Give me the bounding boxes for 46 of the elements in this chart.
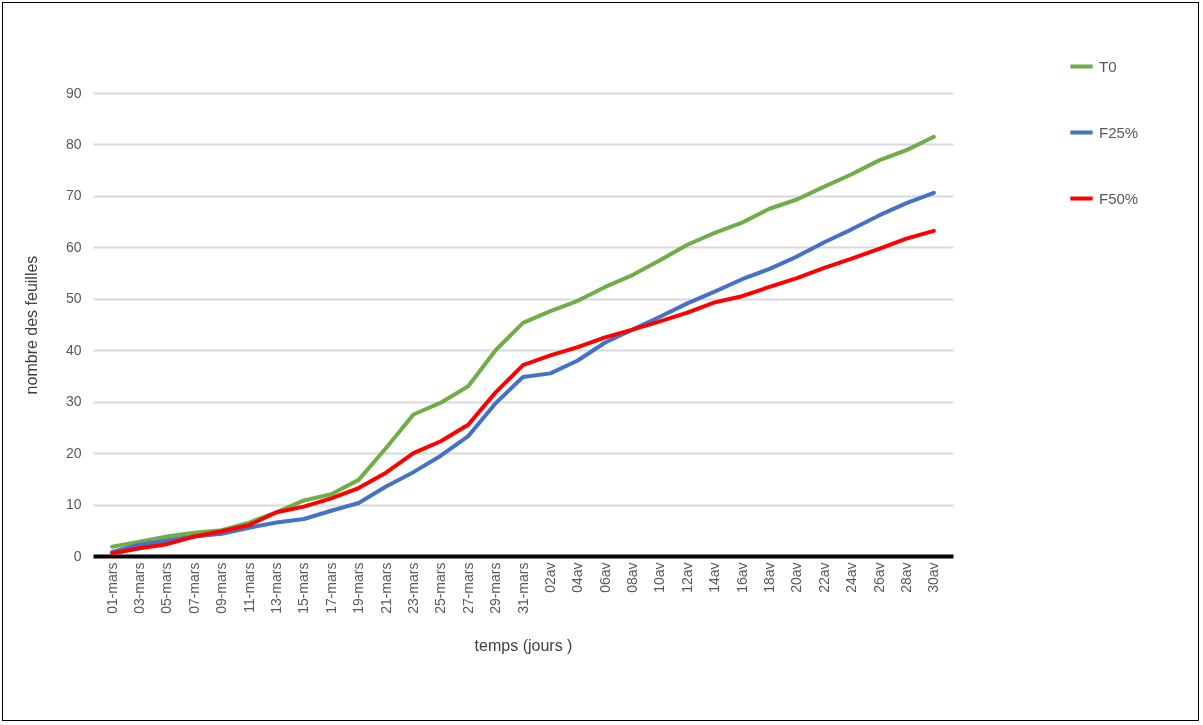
- x-tick-label: 10av: [651, 562, 668, 593]
- x-tick-label: 18av: [761, 562, 777, 593]
- x-tick-label: 20av: [788, 562, 805, 593]
- x-tick-label: 04av: [569, 562, 586, 593]
- x-tick-label: 07-mars: [185, 562, 202, 614]
- x-tick-label: 08av: [624, 562, 641, 593]
- y-tick-label: 30: [65, 393, 82, 410]
- y-tick-label: 60: [65, 238, 82, 255]
- x-tick-label: 03-mars: [131, 562, 148, 614]
- y-tick-label: 40: [65, 341, 82, 358]
- x-tick-label: 13-mars: [268, 562, 284, 614]
- x-tick-label: 25-mars: [432, 562, 449, 614]
- y-tick-label: 10: [65, 496, 82, 513]
- x-tick-label: 27-mars: [459, 562, 476, 614]
- x-tick-label: 21-mars: [377, 562, 394, 614]
- x-tick-label: 30av: [925, 562, 942, 593]
- y-tick-label: 80: [65, 135, 82, 152]
- x-tick-label: 01-mars: [103, 562, 120, 614]
- x-tick-label: 22av: [815, 562, 832, 593]
- y-tick-label: 90: [65, 84, 82, 101]
- x-tick-label: 12av: [678, 562, 695, 593]
- y-tick-label: 50: [65, 290, 82, 307]
- x-tick-label: 11-mars: [240, 562, 257, 613]
- x-tick-label: 23-mars: [404, 562, 421, 614]
- y-tick-label: 70: [65, 187, 82, 204]
- x-tick-label: 28av: [897, 562, 914, 593]
- x-tick-label: 16av: [733, 562, 750, 593]
- x-tick-label: 09-mars: [213, 562, 230, 614]
- x-tick-label: 19-mars: [350, 562, 367, 614]
- x-tick-label: 31-mars: [514, 562, 531, 614]
- x-tick-label: 05-mars: [158, 562, 175, 614]
- y-tick-label: 20: [65, 444, 82, 461]
- legend-label: F25%: [1099, 123, 1139, 141]
- x-tick-label: 15-mars: [295, 562, 312, 614]
- x-tick-label: 17-mars: [322, 562, 339, 614]
- legend-label: F50%: [1099, 189, 1139, 207]
- x-tick-label: 24av: [843, 562, 860, 593]
- x-tick-label: 29-mars: [487, 562, 504, 614]
- x-tick-label: 26av: [870, 562, 887, 593]
- x-axis-title: temps (jours ): [474, 636, 573, 654]
- x-tick-label: 06av: [596, 562, 613, 593]
- x-tick-label: 02av: [541, 562, 558, 593]
- y-tick-label: 0: [73, 547, 82, 564]
- y-axis-title: nombre des feuilles: [22, 255, 40, 395]
- x-tick-label: 14av: [706, 562, 723, 593]
- legend-label: T0: [1099, 57, 1117, 75]
